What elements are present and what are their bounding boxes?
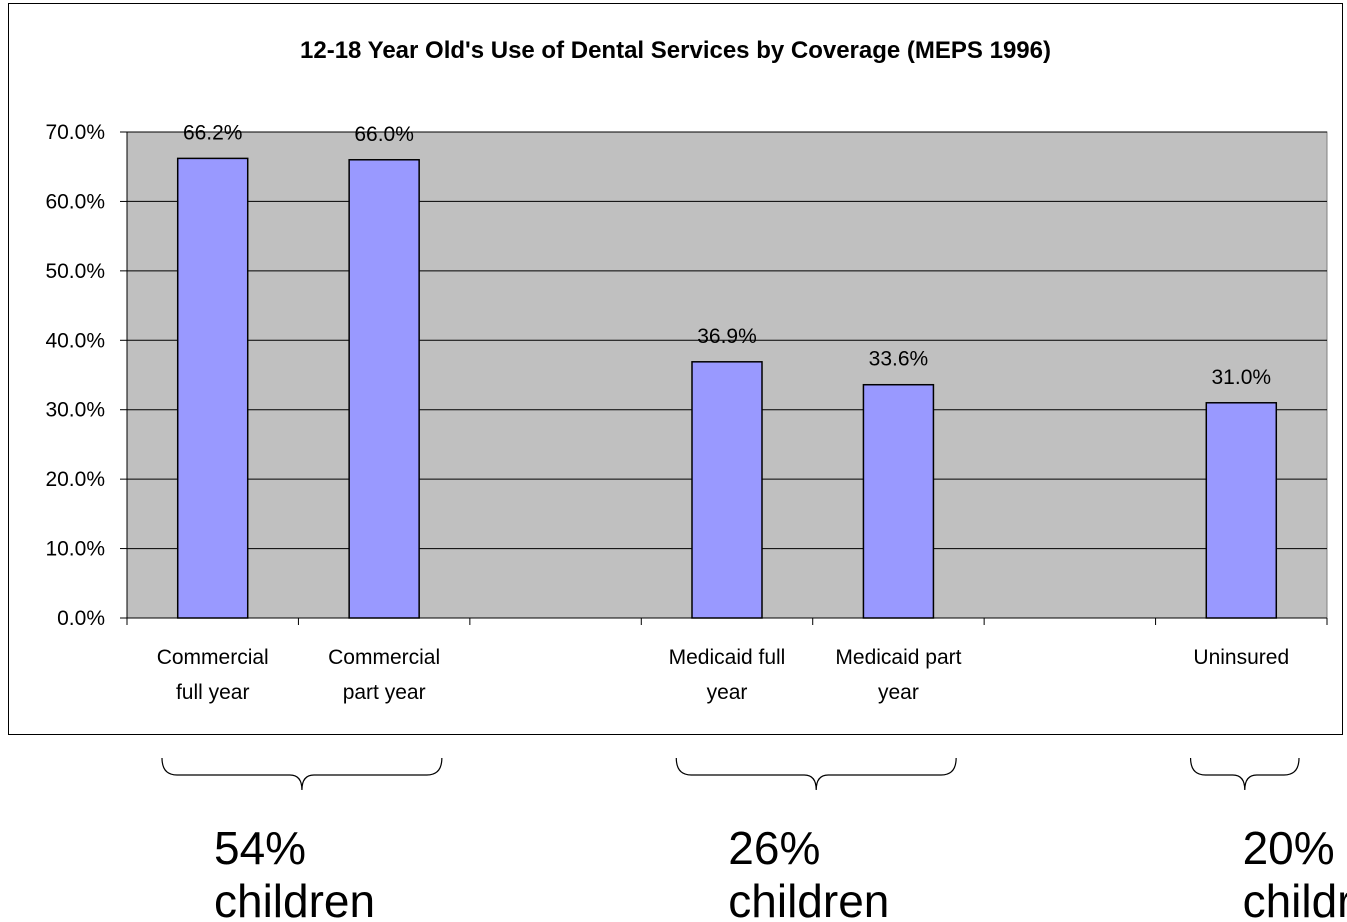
y-tick-label: 10.0%	[45, 538, 105, 561]
data-label: 66.2%	[183, 121, 243, 144]
data-label: 33.6%	[869, 348, 929, 371]
chart-title: 12-18 Year Old's Use of Dental Services …	[300, 37, 1051, 64]
y-tick-label: 30.0%	[45, 399, 105, 422]
y-tick-label: 0.0%	[57, 607, 105, 630]
group-annotation: 26%	[728, 822, 820, 874]
group-annotation: children	[1243, 875, 1347, 922]
bar	[691, 361, 763, 619]
x-tick-label: part year	[343, 681, 426, 704]
y-tick-label: 40.0%	[45, 329, 105, 352]
y-tick-label: 50.0%	[45, 260, 105, 283]
bar	[862, 383, 935, 619]
group-annotation: children	[728, 875, 889, 922]
bar	[176, 157, 249, 619]
x-tick-label: full year	[176, 681, 250, 704]
x-tick-label: Commercial	[328, 646, 440, 669]
bar	[348, 159, 420, 619]
x-tick-label: Uninsured	[1193, 646, 1289, 669]
data-label: 31.0%	[1212, 366, 1272, 389]
group-bracket	[161, 757, 443, 791]
group-bracket	[675, 757, 957, 791]
group-annotation: 20%	[1243, 822, 1335, 874]
x-tick-label: year	[707, 681, 748, 704]
x-tick-label: Medicaid full	[669, 646, 786, 669]
data-label: 36.9%	[697, 325, 757, 348]
y-tick-label: 20.0%	[45, 468, 105, 491]
y-tick-label: 60.0%	[45, 190, 105, 213]
x-tick-label: year	[878, 681, 919, 704]
group-bracket	[1189, 757, 1300, 791]
x-tick-label: Medicaid part	[835, 646, 961, 669]
group-annotation: children	[214, 875, 375, 922]
y-tick-label: 70.0%	[45, 121, 105, 144]
group-annotation: 54%	[214, 822, 306, 874]
x-tick-label: Commercial	[157, 646, 269, 669]
data-label: 66.0%	[354, 123, 414, 146]
bar	[1205, 402, 1278, 619]
